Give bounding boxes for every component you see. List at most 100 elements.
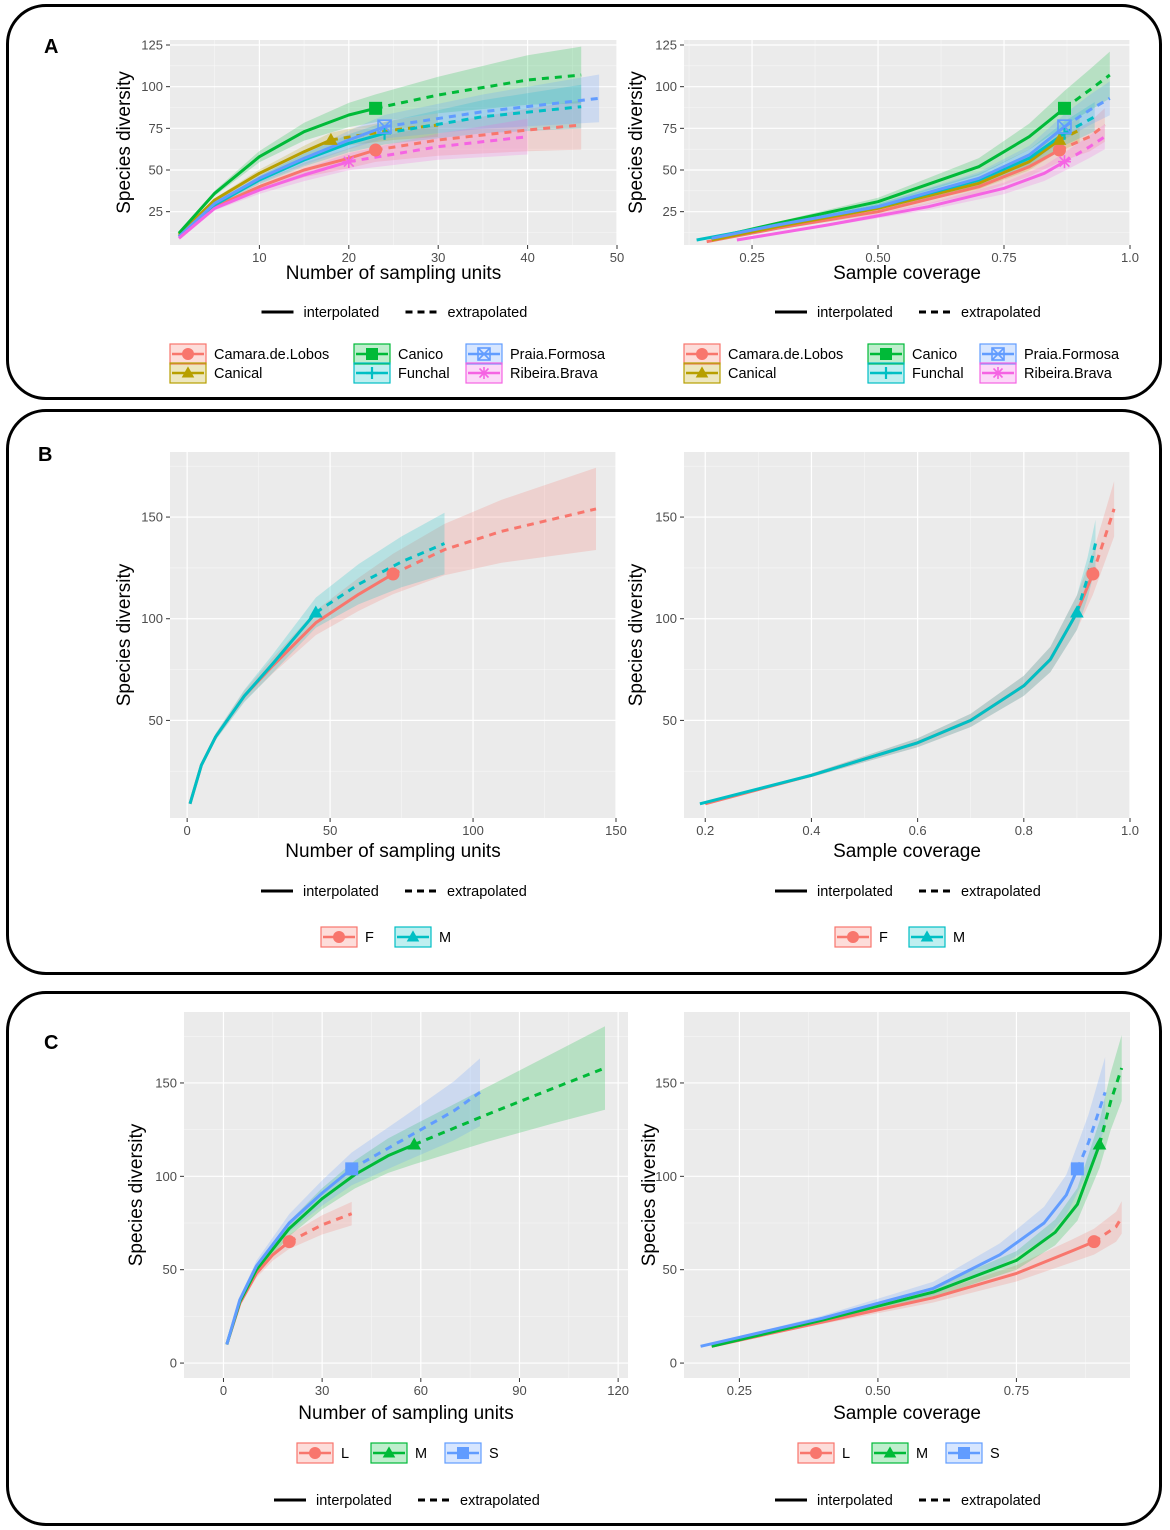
legend-label-Canico: Canico	[398, 347, 443, 363]
x-axis-title: Number of sampling units	[298, 1403, 513, 1424]
legend-item-L: L	[797, 1442, 850, 1464]
panel-letter-c: C	[44, 1032, 59, 1054]
x-tick-label: 90	[512, 1383, 526, 1398]
line-type-legend: interpolated extrapolated	[261, 305, 527, 321]
marker-observed-Canical	[1052, 132, 1067, 145]
legend-interpolated-label: interpolated	[817, 305, 893, 321]
legend-marker-M	[883, 1446, 897, 1458]
line-interpolated-Canical	[177, 138, 332, 237]
plot-background	[184, 1012, 628, 1378]
band-Canical	[178, 113, 439, 236]
legend-label-Camara.de.Lobos: Camara.de.Lobos	[728, 347, 843, 363]
legend-item-Funchal: Funchal	[353, 362, 450, 384]
legend-label-Funchal: Funchal	[398, 366, 450, 382]
line-interpolated-M	[699, 611, 1079, 806]
y-tick-label: 125	[655, 38, 677, 53]
marker-observed-Ribeira.Brava	[342, 155, 356, 169]
legend-marker-M	[920, 930, 934, 942]
marker-observed-M	[407, 1137, 422, 1150]
band-L	[226, 1201, 352, 1346]
legend-item-Canico: Canico	[867, 343, 957, 365]
chart-C-left: 0 30 60 90 120 0 50 100 150 Number of sampling un…	[126, 1012, 629, 1509]
y-tick-label: 150	[655, 510, 677, 525]
legend-interpolated-label: interpolated	[817, 1493, 893, 1509]
marker-observed-Canico	[369, 101, 383, 115]
marker-observed-Canical	[324, 132, 338, 145]
series-group	[699, 481, 1116, 806]
legend-label-Funchal: Funchal	[912, 366, 964, 382]
marker-observed-Camara.de.Lobos	[369, 143, 383, 157]
band-M	[699, 519, 1096, 805]
line-interpolated-Praia.Formosa	[711, 125, 1066, 240]
x-tick-label: 0.8	[1015, 823, 1033, 838]
legend-item-Ribeira.Brava: Ribeira.Brava	[465, 362, 599, 384]
legend-marker-Praia.Formosa	[477, 347, 491, 361]
legend-label-F: F	[879, 930, 888, 946]
legend-marker-M	[406, 930, 420, 942]
legend-marker-L	[309, 1447, 321, 1459]
y-tick-label: 50	[149, 163, 163, 178]
legend-item-F: F	[320, 926, 374, 948]
legend-marker-Camara.de.Lobos	[696, 348, 708, 360]
line-type-legend: interpolated extrapolated	[274, 1493, 540, 1509]
line-interpolated-L	[711, 1240, 1095, 1348]
x-tick-label: 0.4	[802, 823, 820, 838]
line-extrapolated-M	[413, 1066, 606, 1146]
x-tick-label: 30	[431, 250, 445, 265]
y-tick-label: 100	[655, 611, 677, 626]
line-extrapolated-Canico	[1063, 73, 1111, 110]
legend-marker-Funchal	[366, 367, 378, 379]
x-tick-label: 60	[414, 1383, 428, 1398]
legend-marker-L	[810, 1447, 822, 1459]
y-tick-label: 100	[141, 611, 163, 626]
legend-extrapolated-label: extrapolated	[460, 1493, 540, 1509]
line-extrapolated-Praia.Formosa	[1063, 97, 1111, 128]
x-tick-label: 0.25	[727, 1383, 752, 1398]
legend-interpolated-label: interpolated	[304, 305, 380, 321]
band-Camara.de.Lobos	[706, 108, 1105, 242]
line-interpolated-Canical	[711, 138, 1061, 242]
legend-label-Ribeira.Brava: Ribeira.Brava	[510, 366, 599, 382]
legend-label-S: S	[489, 1446, 499, 1462]
panel-letter-a: A	[44, 36, 59, 58]
x-tick-label: 1.0	[1121, 823, 1139, 838]
line-type-legend: interpolated extrapolated	[261, 884, 527, 900]
marker-observed-Camara.de.Lobos	[1052, 143, 1066, 157]
y-tick-label: 150	[141, 510, 163, 525]
y-tick-label: 25	[149, 204, 163, 219]
chart-A-left: 10 20 30 40 50 25 50 75 100 125 Number of sampling…	[114, 38, 624, 384]
legend-marker-F	[333, 931, 345, 943]
line-extrapolated-Canical	[1058, 128, 1081, 142]
y-axis-title: Species diversity	[126, 1123, 147, 1266]
legend-label-Praia.Formosa: Praia.Formosa	[1024, 347, 1120, 363]
y-tick-label: 100	[655, 79, 677, 94]
x-tick-label: 0.50	[865, 250, 890, 265]
y-tick-label: 150	[155, 1075, 177, 1090]
x-tick-label: 40	[520, 250, 534, 265]
legend-label-M: M	[953, 930, 965, 946]
x-tick-label: 50	[323, 823, 337, 838]
legend-extrapolated-label: extrapolated	[447, 884, 527, 900]
legend-label-L: L	[341, 1446, 349, 1462]
legend-label-Ribeira.Brava: Ribeira.Brava	[1024, 366, 1113, 382]
legend-marker-Camara.de.Lobos	[182, 348, 194, 360]
marker-observed-F	[1086, 567, 1100, 581]
legend-label-F: F	[365, 930, 374, 946]
line-extrapolated-M	[1098, 1067, 1124, 1145]
y-tick-label: 125	[141, 38, 163, 53]
legend-marker-Ribeira.Brava	[478, 367, 490, 379]
band-Canico	[711, 51, 1110, 239]
line-interpolated-M	[711, 1144, 1101, 1348]
y-axis-title: Species diversity	[626, 563, 647, 706]
x-tick-label: 50	[610, 250, 624, 265]
y-tick-label: 0	[170, 1356, 177, 1371]
x-tick-label: 0	[184, 823, 191, 838]
x-tick-label: 0.75	[991, 250, 1016, 265]
line-extrapolated-Funchal	[1063, 115, 1096, 135]
x-axis-title: Number of sampling units	[286, 263, 501, 284]
legend-extrapolated-label: extrapolated	[961, 1493, 1041, 1509]
legend-label-M: M	[439, 930, 451, 946]
